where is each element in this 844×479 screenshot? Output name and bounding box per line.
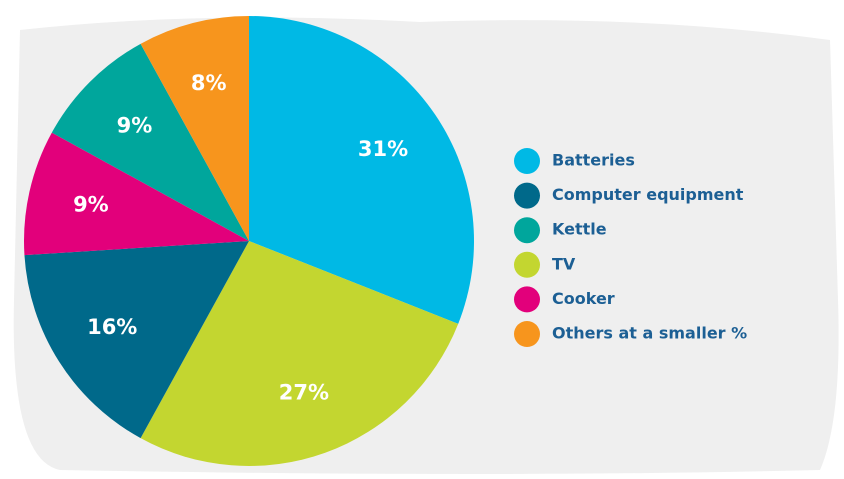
legend-swatch xyxy=(514,217,540,244)
pie-slice xyxy=(24,241,250,439)
pie-slice xyxy=(140,241,459,466)
legend-label: Cooker xyxy=(552,289,615,308)
slice-label: 9% xyxy=(73,193,109,217)
slice-label: 9% xyxy=(117,113,153,137)
legend-swatch xyxy=(514,321,540,347)
legend-swatch xyxy=(514,148,540,174)
legend-swatch xyxy=(514,182,540,209)
pie-slice xyxy=(140,15,249,241)
legend-swatch xyxy=(514,251,540,278)
slice-label: 27% xyxy=(279,380,329,404)
pie-slice xyxy=(51,43,250,242)
pie-slice xyxy=(249,16,474,324)
legend-label: Computer equipment xyxy=(552,185,744,204)
legend-swatch xyxy=(514,286,540,313)
slice-label: 8% xyxy=(191,71,227,95)
pie-slice xyxy=(24,132,250,256)
legend-label: Kettle xyxy=(552,220,607,239)
legend-label: TV xyxy=(552,254,576,273)
legend-label: Others at a smaller % xyxy=(552,324,747,343)
slice-label: 31% xyxy=(358,137,408,161)
legend-label: Batteries xyxy=(552,151,635,170)
slice-label: 16% xyxy=(87,315,137,339)
